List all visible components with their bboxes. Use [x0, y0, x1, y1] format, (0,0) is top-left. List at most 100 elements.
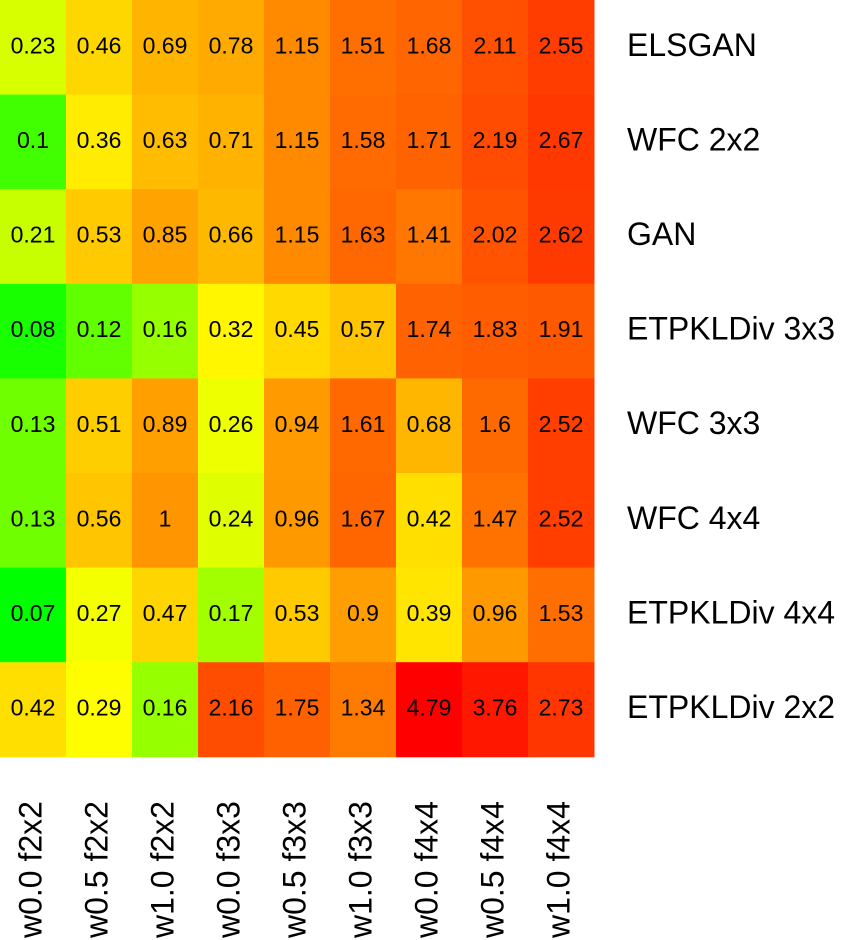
column-label: w0.0 f2x2: [12, 801, 48, 939]
cell-label: 1.67: [341, 505, 386, 531]
cell-label: 1.75: [275, 695, 320, 721]
cell-label: 0.85: [143, 222, 188, 248]
cell: [462, 567, 529, 663]
cell-label: 0.45: [275, 316, 320, 342]
cell-label: 0.07: [11, 600, 56, 626]
cell: [132, 378, 199, 474]
cell: [396, 283, 463, 379]
cell-label: 0.53: [275, 600, 320, 626]
cell: [528, 189, 595, 285]
cell-label: 0.78: [209, 32, 254, 58]
row-label: GAN: [627, 216, 696, 252]
cell-label: 0.63: [143, 127, 188, 153]
cell-label: 1.58: [341, 127, 386, 153]
cell-label: 0.42: [11, 695, 56, 721]
column-label: w1.0 f4x4: [540, 801, 576, 939]
cell: [462, 473, 529, 569]
cell: [528, 567, 595, 663]
cell: [528, 473, 595, 569]
cell-label: 1.47: [473, 505, 518, 531]
cell-label: 0.17: [209, 600, 254, 626]
cell-label: 1.51: [341, 32, 386, 58]
cell: [66, 473, 133, 569]
cell: [396, 94, 463, 190]
cell: [66, 0, 133, 96]
cell: [528, 378, 595, 474]
cell-label: 1.74: [407, 316, 452, 342]
cell: [66, 283, 133, 379]
cell-label: 0.42: [407, 505, 452, 531]
cell-label: 1.41: [407, 222, 452, 248]
cell: [264, 94, 331, 190]
row-label: ETPKLDiv 3x3: [627, 311, 835, 347]
cell: [132, 662, 199, 758]
cell: [330, 662, 397, 758]
cell-label: 2.52: [539, 411, 584, 437]
row-label: WFC 4x4: [627, 500, 760, 536]
cell-label: 0.12: [77, 316, 122, 342]
cell-label: 1.61: [341, 411, 386, 437]
cell: [330, 283, 397, 379]
cell-label: 2.62: [539, 222, 584, 248]
cell: [330, 189, 397, 285]
cell: [132, 567, 199, 663]
row-label: WFC 2x2: [627, 121, 760, 157]
cell: [132, 473, 199, 569]
cell-label: 0.39: [407, 600, 452, 626]
cell: [132, 94, 199, 190]
cell: [462, 283, 529, 379]
cell-label: 0.29: [77, 695, 122, 721]
cell: [66, 94, 133, 190]
cell-label: 0.66: [209, 222, 254, 248]
cell: [396, 567, 463, 663]
cell-label: 1.83: [473, 316, 518, 342]
cell-label: 0.08: [11, 316, 56, 342]
cell: [264, 378, 331, 474]
cell: [264, 473, 331, 569]
column-label: w0.0 f3x3: [210, 801, 246, 939]
cell-label: 2.52: [539, 505, 584, 531]
cell-label: 2.02: [473, 222, 518, 248]
cell-label: 1: [159, 505, 172, 531]
cell: [264, 283, 331, 379]
cell-label: 1.6: [479, 411, 511, 437]
cell: [396, 662, 463, 758]
cell: [528, 0, 595, 96]
cell-label: 2.67: [539, 127, 584, 153]
cell: [264, 662, 331, 758]
cell-label: 0.9: [347, 600, 379, 626]
cell: [66, 567, 133, 663]
cell: [198, 378, 265, 474]
cell-label: 0.57: [341, 316, 386, 342]
cell: [396, 189, 463, 285]
cell-label: 0.16: [143, 316, 188, 342]
cell: [198, 94, 265, 190]
cell: [462, 0, 529, 96]
cell-label: 3.76: [473, 695, 518, 721]
cell: [396, 473, 463, 569]
cell: [0, 0, 67, 96]
column-label: w1.0 f2x2: [144, 801, 180, 939]
cell: [462, 662, 529, 758]
cell-label: 1.15: [275, 127, 320, 153]
cell-label: 1.34: [341, 695, 386, 721]
cell-label: 0.16: [143, 695, 188, 721]
cell: [462, 189, 529, 285]
cell: [396, 378, 463, 474]
cell: [0, 473, 67, 569]
cell-label: 0.96: [275, 505, 320, 531]
cell: [198, 189, 265, 285]
column-label: w0.5 f2x2: [78, 801, 114, 939]
cell-label: 0.69: [143, 32, 188, 58]
cell-label: 0.26: [209, 411, 254, 437]
column-label: w0.5 f4x4: [474, 801, 510, 939]
cell-label: 0.46: [77, 32, 122, 58]
cell-label: 0.23: [11, 32, 56, 58]
cell-label: 0.96: [473, 600, 518, 626]
cell: [0, 567, 67, 663]
cell: [132, 0, 199, 96]
cell: [330, 0, 397, 96]
cell: [0, 378, 67, 474]
cell-label: 0.71: [209, 127, 254, 153]
